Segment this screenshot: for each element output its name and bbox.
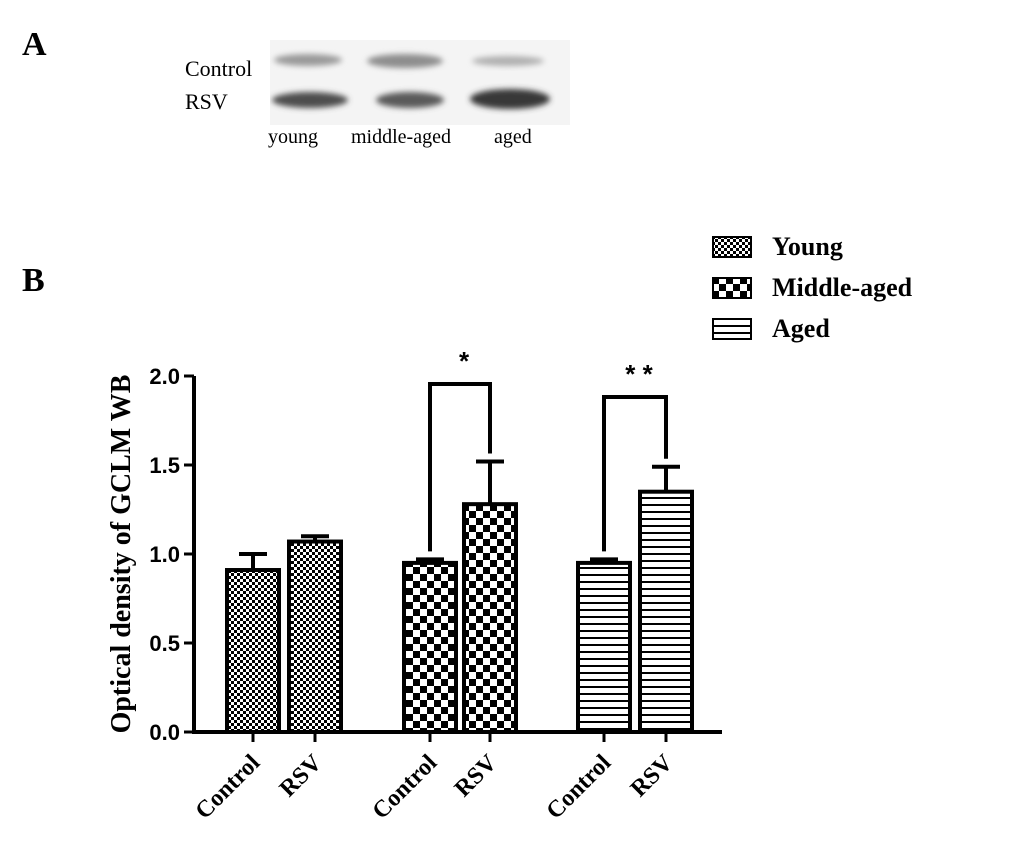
x-tick-label: RSV	[626, 749, 679, 802]
y-tick-label: 2.0	[149, 364, 180, 389]
legend-swatch-young	[712, 235, 752, 258]
bar-middle-aged-rsv	[462, 502, 518, 734]
y-tick-label: 1.0	[149, 542, 180, 567]
significance-bracket	[428, 382, 492, 552]
blot-band-control-aged	[472, 56, 544, 66]
legend-item-young: Young	[712, 226, 912, 267]
blot-band-rsv-aged	[470, 89, 550, 109]
bar-young-rsv	[287, 539, 343, 734]
blot-lane-label-aged: aged	[494, 126, 532, 148]
y-tick-label: 0.0	[149, 720, 180, 745]
legend-item-middle-aged: Middle-aged	[712, 267, 912, 308]
blot-band-control-middle	[367, 54, 443, 68]
blot-band-rsv-young	[272, 92, 348, 108]
blot-row-label-control: Control	[185, 56, 253, 81]
blot-band-rsv-middle	[376, 92, 444, 108]
significance-marker: * *	[625, 359, 653, 389]
legend-item-aged: Aged	[712, 308, 912, 349]
x-tick-label: Control	[191, 750, 266, 825]
legend-label-middle-aged: Middle-aged	[772, 272, 913, 302]
y-tick-label: 1.5	[149, 453, 180, 478]
blot-lane-label-middle-aged: middle-aged	[351, 126, 451, 148]
legend-swatch-middle-aged	[712, 276, 752, 299]
legend-label-aged: Aged	[772, 313, 830, 343]
bar-aged-rsv	[638, 489, 694, 735]
legend-swatch-aged	[712, 317, 752, 340]
legend-label-young: Young	[772, 231, 843, 261]
western-blot-image	[270, 40, 570, 125]
blot-row-label-rsv: RSV	[185, 89, 228, 114]
blot-band-control-young	[274, 54, 342, 66]
x-tick-label: RSV	[450, 749, 503, 802]
bar-aged-control	[576, 560, 632, 735]
significance-marker: *	[459, 346, 470, 376]
x-tick-label: Control	[542, 750, 617, 825]
y-axis-label: Optical density of GCLM WB	[106, 375, 137, 734]
chart-legend: Young Middle-aged Aged	[712, 226, 912, 349]
blot-lane-label-young: young	[268, 126, 318, 148]
y-tick-label: 0.5	[149, 631, 180, 656]
bar-middle-aged-control	[402, 560, 458, 735]
bar-young-control	[225, 568, 281, 735]
panel-a-letter: A	[22, 26, 47, 63]
panel-b-letter: B	[22, 262, 45, 299]
blot-background	[270, 40, 570, 125]
significance-bracket	[602, 395, 668, 552]
x-tick-label: Control	[368, 750, 443, 825]
x-tick-label: RSV	[275, 749, 328, 802]
